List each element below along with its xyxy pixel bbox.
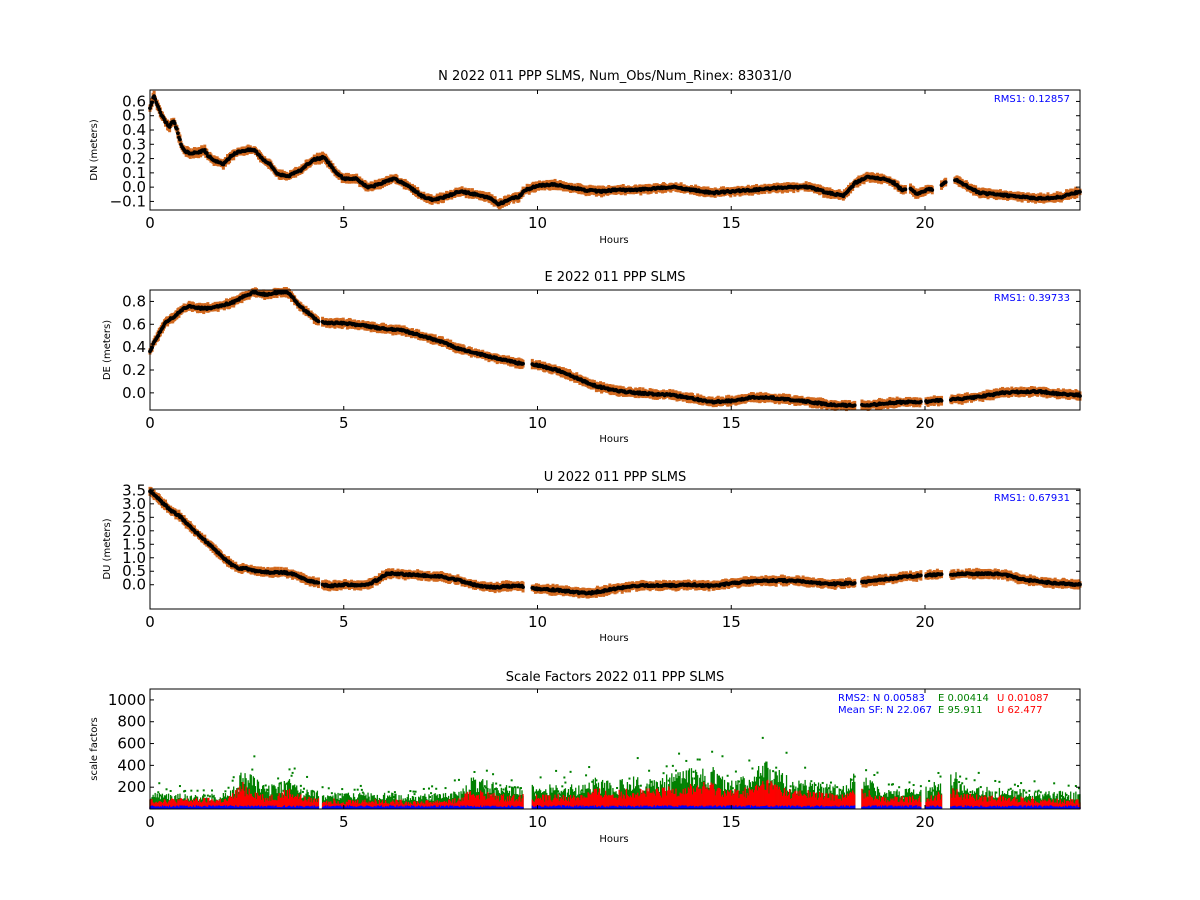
east-x-tick-label: 10 (528, 414, 547, 432)
east-plot-area (148, 287, 1082, 412)
north-data-point (930, 188, 935, 192)
east-data-point (939, 398, 944, 403)
north-data-point (204, 151, 209, 155)
north-points (148, 94, 1082, 207)
east-y-label: DE (meters) (102, 320, 113, 380)
up-points (148, 489, 1082, 596)
north-panel: N 2022 011 PPP SLMS, Num_Obs/Num_Rinex: … (89, 69, 1082, 246)
north-y-tick-label: 0.0 (122, 178, 146, 196)
east-data-point (156, 333, 161, 338)
east-y-tick-label: 0.8 (122, 292, 146, 310)
north-data-point (178, 137, 182, 142)
east-error-bars (148, 287, 1082, 412)
north-y-tick-label: 0.4 (122, 121, 146, 139)
north-data-point (172, 121, 177, 126)
east-x-label: Hours (599, 434, 628, 445)
east-y-tick-label: 0.6 (122, 315, 146, 333)
north-plot-area (148, 90, 1082, 210)
east-y-tick-label: 0.4 (122, 338, 146, 356)
north-y-tick-label: 0.5 (122, 107, 146, 125)
north-y-tick-label: 0.6 (122, 92, 146, 110)
north-y-tick-label: −0.1 (110, 192, 146, 210)
east-data-point (521, 361, 525, 366)
up-error-bars (148, 486, 1082, 599)
east-data-point (918, 399, 923, 404)
east-x-ticks: 0 5 10 15 20 (145, 290, 935, 432)
east-rms-annotation: RMS1: 0.39733 (994, 293, 1070, 304)
north-axes-frame (149, 89, 1081, 211)
east-points (148, 289, 1082, 409)
east-x-tick-label: 20 (915, 414, 934, 432)
north-data-point (157, 107, 162, 112)
north-x-tick-label: 15 (722, 214, 741, 232)
north-y-ticks: 0.60.50.40.30.20.10.0−0.1 (110, 92, 1080, 210)
north-x-tick-label: 5 (339, 214, 349, 232)
north-data-point (903, 187, 908, 192)
east-data-point (316, 319, 321, 324)
north-data-point (153, 97, 158, 101)
north-rms-annotation: RMS1: 0.12857 (994, 94, 1070, 105)
north-x-ticks: 0 5 10 15 20 (145, 90, 935, 232)
north-y-tick-label: 0.2 (122, 150, 146, 168)
east-y-ticks: 0.8 0.6 0.4 0.2 0.0 (122, 292, 1080, 402)
north-x-tick-label: 10 (528, 214, 547, 232)
north-x-tick-label: 0 (145, 214, 155, 232)
north-data-point (943, 180, 948, 184)
east-x-tick-label: 0 (145, 414, 155, 432)
north-data-point (174, 126, 179, 131)
up-title: U 2022 011 PPP SLMS (544, 470, 686, 485)
east-x-tick-label: 5 (339, 414, 349, 432)
north-data-point (176, 131, 180, 136)
east-axes-frame (149, 289, 1081, 411)
north-y-label: DN (meters) (89, 119, 100, 181)
east-data-point (852, 403, 857, 408)
up-data-point (521, 585, 525, 590)
east-panel: E 2022 011 PPP SLMS 0.8 0.6 0.4 0.2 0.0 0 5 10… (102, 270, 1082, 445)
north-data-point (202, 148, 207, 152)
north-title: N 2022 011 PPP SLMS, Num_Obs/Num_Rinex: … (438, 69, 792, 84)
up-plot-area (148, 486, 1082, 599)
east-y-tick-label: 0.0 (122, 384, 146, 402)
east-y-tick-label: 0.2 (122, 361, 146, 379)
north-x-tick-label: 20 (915, 214, 934, 232)
north-x-label: Hours (599, 235, 628, 246)
up-panel: U 2022 011 PPP SLMS 3.53.02.52.01.51.00.… (102, 470, 1082, 644)
north-y-tick-label: 0.1 (122, 164, 146, 182)
up-data-point (316, 580, 321, 585)
east-title: E 2022 011 PPP SLMS (544, 270, 685, 285)
east-x-tick-label: 15 (722, 414, 741, 432)
north-y-tick-label: 0.3 (122, 135, 146, 153)
